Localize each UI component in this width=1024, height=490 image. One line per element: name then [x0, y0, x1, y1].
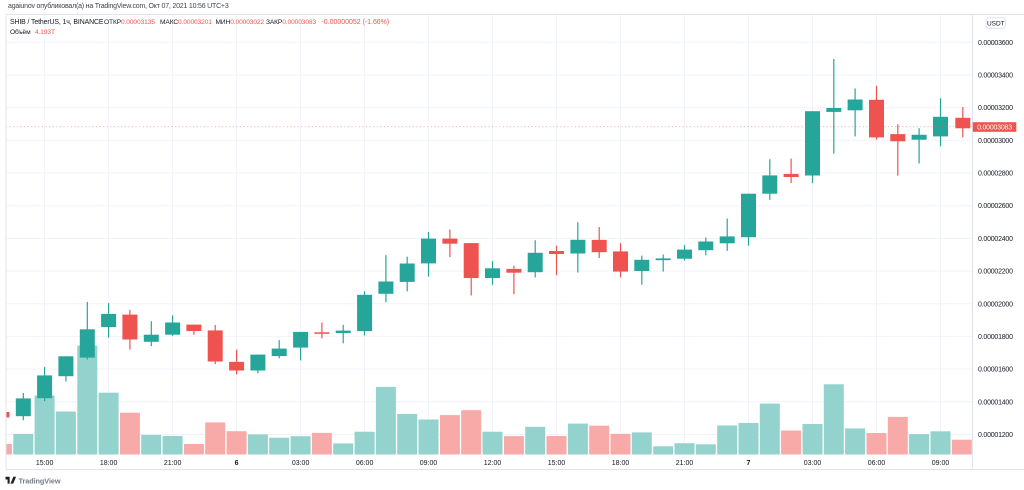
- svg-text:7: 7: [747, 460, 751, 467]
- svg-text:0.00003083: 0.00003083: [977, 125, 1012, 132]
- svg-text:12:00: 12:00: [484, 460, 502, 467]
- svg-text:0.00002000: 0.00002000: [978, 301, 1013, 308]
- svg-text:0.00002800: 0.00002800: [978, 171, 1013, 178]
- svg-text:0.00003200: 0.00003200: [978, 105, 1013, 112]
- svg-text:03:00: 03:00: [292, 460, 310, 467]
- svg-text:TradingView: TradingView: [19, 476, 61, 485]
- svg-text:0.00002200: 0.00002200: [978, 269, 1013, 276]
- svg-text:09:00: 09:00: [420, 460, 438, 467]
- svg-text:0.00001600: 0.00001600: [978, 367, 1013, 374]
- svg-text:18:00: 18:00: [100, 460, 118, 467]
- svg-text:06:00: 06:00: [356, 460, 374, 467]
- svg-text:03:00: 03:00: [804, 460, 822, 467]
- svg-text:0.00001800: 0.00001800: [978, 334, 1013, 341]
- svg-text:0.00002400: 0.00002400: [978, 236, 1013, 243]
- svg-text:6: 6: [235, 460, 239, 467]
- svg-text:21:00: 21:00: [676, 460, 694, 467]
- svg-text:18:00: 18:00: [612, 460, 630, 467]
- svg-text:0.00003000: 0.00003000: [978, 138, 1013, 145]
- svg-text:0.00003400: 0.00003400: [978, 73, 1013, 80]
- svg-text:0.00001200: 0.00001200: [978, 432, 1013, 439]
- svg-text:09:00: 09:00: [932, 460, 950, 467]
- svg-text:0.00002600: 0.00002600: [978, 203, 1013, 210]
- svg-text:15:00: 15:00: [548, 460, 566, 467]
- svg-text:06:00: 06:00: [868, 460, 886, 467]
- svg-text:0.00001400: 0.00001400: [978, 399, 1013, 406]
- svg-text:15:00: 15:00: [36, 460, 54, 467]
- svg-text:0.00003600: 0.00003600: [978, 40, 1013, 47]
- svg-text:USDT: USDT: [987, 21, 1005, 28]
- svg-text:21:00: 21:00: [164, 460, 182, 467]
